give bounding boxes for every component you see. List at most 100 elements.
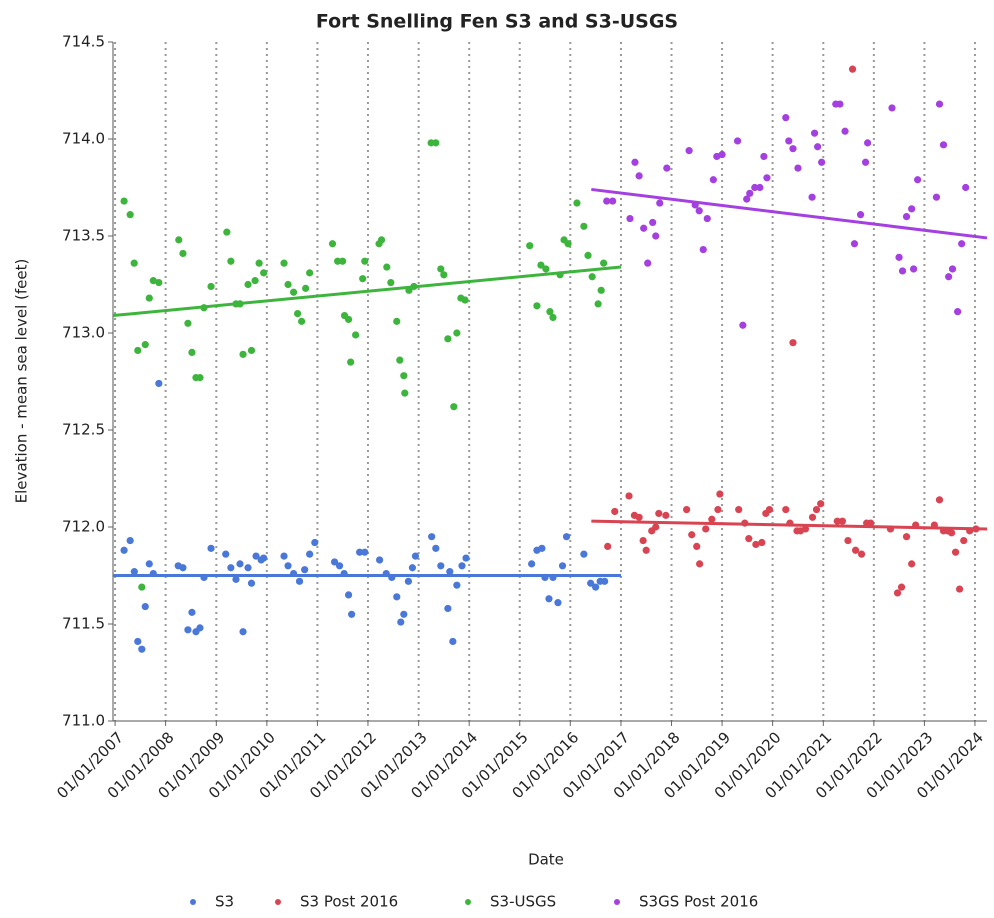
point xyxy=(897,583,906,591)
point xyxy=(601,577,609,585)
point xyxy=(138,645,146,653)
point xyxy=(311,538,319,547)
point xyxy=(893,589,902,597)
point xyxy=(247,346,256,355)
point xyxy=(857,550,866,558)
point xyxy=(695,207,703,215)
point xyxy=(685,147,693,155)
point xyxy=(702,525,710,533)
point xyxy=(184,626,192,634)
point xyxy=(603,197,611,205)
point xyxy=(895,253,903,261)
point xyxy=(528,560,536,568)
trend-line xyxy=(591,187,988,240)
point xyxy=(397,618,405,626)
point xyxy=(763,174,771,182)
point xyxy=(437,265,445,273)
point xyxy=(693,542,701,551)
point xyxy=(255,259,263,267)
point xyxy=(339,257,347,265)
point xyxy=(587,579,595,587)
point xyxy=(554,599,562,607)
y-tick-label: 712.5 xyxy=(62,421,105,439)
point xyxy=(962,183,970,192)
point xyxy=(600,259,608,267)
point xyxy=(714,505,722,514)
point xyxy=(453,581,461,589)
point xyxy=(898,267,907,275)
point xyxy=(703,214,711,223)
point xyxy=(908,560,916,568)
point xyxy=(404,577,412,585)
point xyxy=(699,245,707,254)
point xyxy=(149,277,157,285)
point xyxy=(833,517,841,525)
point xyxy=(134,637,142,646)
point xyxy=(851,546,860,554)
legend-marker xyxy=(275,899,281,905)
point xyxy=(746,189,754,197)
point xyxy=(867,519,875,527)
legend-label: S3GS Post 2016 xyxy=(639,893,758,911)
point xyxy=(642,546,650,554)
point xyxy=(709,176,717,184)
point xyxy=(683,505,691,514)
point xyxy=(765,505,774,514)
point xyxy=(542,265,550,273)
point xyxy=(902,213,911,221)
point xyxy=(546,308,554,316)
point xyxy=(564,240,572,248)
point xyxy=(280,552,288,560)
point xyxy=(130,259,138,267)
point xyxy=(280,259,288,267)
point xyxy=(954,308,962,316)
point xyxy=(580,222,588,230)
point xyxy=(558,562,567,570)
y-tick-label: 712.0 xyxy=(62,518,105,536)
point xyxy=(260,554,268,562)
point xyxy=(393,317,401,325)
point xyxy=(808,193,816,201)
point xyxy=(652,523,660,531)
chart-title: Fort Snelling Fen S3 and S3-USGS xyxy=(316,11,678,33)
point xyxy=(437,562,445,570)
point xyxy=(656,199,664,207)
point xyxy=(756,183,764,192)
point xyxy=(538,544,546,552)
point xyxy=(179,249,187,258)
point xyxy=(239,350,247,358)
point xyxy=(718,150,726,159)
point xyxy=(428,533,436,541)
y-tick-label: 714.0 xyxy=(62,130,105,148)
point xyxy=(856,211,865,219)
point xyxy=(688,531,696,539)
point xyxy=(145,560,153,568)
point xyxy=(951,548,960,556)
y-tick-label: 713.5 xyxy=(62,227,105,245)
point xyxy=(179,564,187,572)
point xyxy=(836,100,844,108)
point xyxy=(450,403,458,411)
point xyxy=(348,610,356,618)
point xyxy=(252,552,260,560)
point xyxy=(958,240,966,248)
point xyxy=(652,232,660,240)
point xyxy=(910,265,918,273)
point xyxy=(655,509,663,518)
point xyxy=(236,560,244,568)
point xyxy=(352,331,360,339)
point xyxy=(745,535,753,543)
point xyxy=(306,269,314,277)
point xyxy=(284,280,292,289)
point xyxy=(562,533,571,541)
point xyxy=(408,564,417,572)
point xyxy=(289,288,298,296)
point xyxy=(461,296,469,304)
point xyxy=(400,610,408,618)
point xyxy=(383,263,391,271)
point xyxy=(663,164,671,172)
point xyxy=(432,139,440,147)
point xyxy=(902,533,911,541)
point xyxy=(752,540,760,549)
